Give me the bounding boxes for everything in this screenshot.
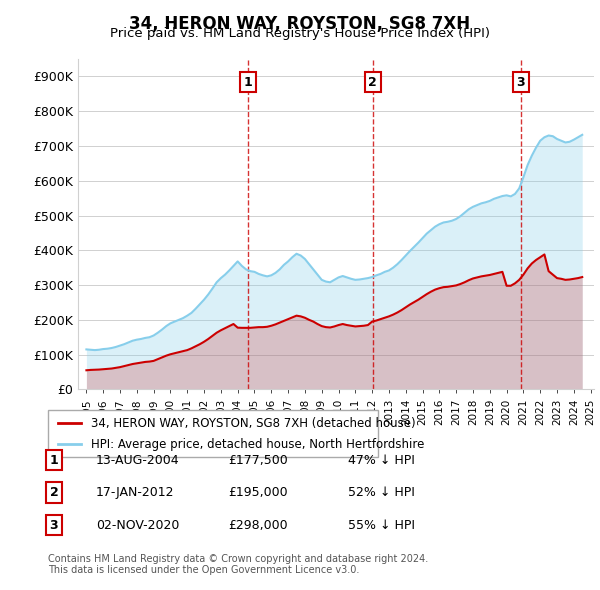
Text: Price paid vs. HM Land Registry's House Price Index (HPI): Price paid vs. HM Land Registry's House … <box>110 27 490 40</box>
Text: £177,500: £177,500 <box>228 454 288 467</box>
Text: Contains HM Land Registry data © Crown copyright and database right 2024.
This d: Contains HM Land Registry data © Crown c… <box>48 553 428 575</box>
Text: 55% ↓ HPI: 55% ↓ HPI <box>348 519 415 532</box>
Text: 1: 1 <box>244 76 253 88</box>
Text: 3: 3 <box>517 76 525 88</box>
Text: HPI: Average price, detached house, North Hertfordshire: HPI: Average price, detached house, Nort… <box>91 438 424 451</box>
Text: £298,000: £298,000 <box>228 519 287 532</box>
Text: 02-NOV-2020: 02-NOV-2020 <box>96 519 179 532</box>
Text: 2: 2 <box>368 76 377 88</box>
Text: 3: 3 <box>50 519 58 532</box>
Text: 13-AUG-2004: 13-AUG-2004 <box>96 454 179 467</box>
Text: 47% ↓ HPI: 47% ↓ HPI <box>348 454 415 467</box>
Text: £195,000: £195,000 <box>228 486 287 499</box>
Text: 1: 1 <box>50 454 58 467</box>
Text: 17-JAN-2012: 17-JAN-2012 <box>96 486 175 499</box>
Text: 34, HERON WAY, ROYSTON, SG8 7XH (detached house): 34, HERON WAY, ROYSTON, SG8 7XH (detache… <box>91 417 416 430</box>
FancyBboxPatch shape <box>48 410 378 457</box>
Text: 2: 2 <box>50 486 58 499</box>
Text: 52% ↓ HPI: 52% ↓ HPI <box>348 486 415 499</box>
Text: 34, HERON WAY, ROYSTON, SG8 7XH: 34, HERON WAY, ROYSTON, SG8 7XH <box>130 15 470 33</box>
